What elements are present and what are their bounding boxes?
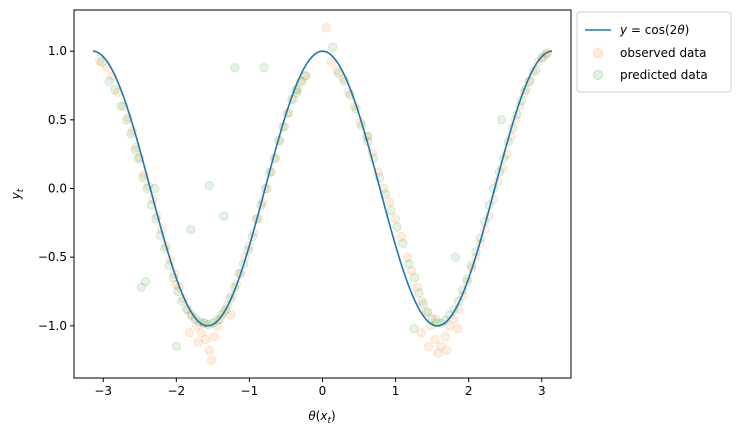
y-tick-label: 0.5 xyxy=(48,113,67,127)
observed-point xyxy=(301,71,312,81)
predicted-point xyxy=(116,101,126,111)
observed-point xyxy=(417,296,427,306)
observed-point xyxy=(430,334,440,345)
observed-point xyxy=(200,334,211,345)
x-tick-label: 3 xyxy=(538,384,546,398)
observed-point xyxy=(416,328,426,338)
predicted-point xyxy=(186,225,196,235)
predicted-point xyxy=(392,222,402,232)
predicted-point xyxy=(141,277,151,287)
y-axis: −1.0 −0.5 0.0 0.5 1.0 xyxy=(38,44,74,333)
predicted-point xyxy=(219,211,229,221)
observed-point xyxy=(433,348,443,358)
observed-point xyxy=(204,345,214,356)
observed-point xyxy=(184,328,195,338)
x-tick-label: −3 xyxy=(94,384,112,398)
observed-point xyxy=(440,332,450,342)
legend-predicted-swatch xyxy=(593,70,603,80)
observed-point xyxy=(538,52,548,62)
observed-point xyxy=(321,23,331,33)
predicted-point xyxy=(427,314,437,324)
predicted-point xyxy=(328,42,338,52)
predicted-point xyxy=(97,57,107,67)
observed-point xyxy=(445,321,455,331)
observed-point xyxy=(423,341,434,352)
legend-observed-swatch xyxy=(593,48,603,58)
observed-point xyxy=(407,266,417,276)
observed-point xyxy=(385,197,395,207)
observed-point xyxy=(192,321,202,331)
observed-point xyxy=(431,314,441,324)
predicted-point xyxy=(450,252,461,262)
predicted-point xyxy=(136,282,146,292)
x-axis: −3 −2 −1 0 1 2 3 xyxy=(94,378,546,398)
predicted-point xyxy=(230,63,240,73)
predicted-point xyxy=(496,115,507,125)
observed-point xyxy=(436,341,446,352)
predicted-point xyxy=(409,323,419,334)
predicted-point xyxy=(398,238,408,249)
predicted-point xyxy=(104,76,114,87)
predicted-point xyxy=(386,205,396,216)
observed-point xyxy=(453,323,463,334)
predicted-point xyxy=(138,172,148,183)
legend-box xyxy=(576,11,732,93)
y-tick-label: −0.5 xyxy=(38,250,67,264)
observed-point xyxy=(209,332,219,342)
x-tick-label: 0 xyxy=(319,384,327,398)
observed-point xyxy=(421,307,431,317)
y-tick-label: 1.0 xyxy=(48,44,67,58)
legend: y = cos(2θ) observed data predicted data xyxy=(576,11,732,93)
predicted-point xyxy=(404,259,414,269)
y-tick-label: −1.0 xyxy=(38,319,67,333)
predicted-point xyxy=(259,63,269,73)
observed-point xyxy=(390,214,401,224)
predicted-point xyxy=(171,341,181,352)
observed-point xyxy=(206,355,217,365)
plot-content xyxy=(92,23,553,365)
observed-point xyxy=(402,252,412,262)
x-tick-label: 1 xyxy=(392,384,400,398)
model-line xyxy=(92,50,553,327)
predicted-point xyxy=(423,307,433,317)
x-tick-label: −2 xyxy=(167,384,185,398)
legend-label-predicted: predicted data xyxy=(620,68,708,82)
observed-point xyxy=(226,310,236,320)
predicted-point xyxy=(418,299,428,309)
predicted-point xyxy=(409,273,420,283)
y-tick-label: 0.0 xyxy=(48,182,67,196)
legend-label-observed: observed data xyxy=(620,46,706,60)
observed-point xyxy=(396,231,407,242)
predicted-point xyxy=(204,181,214,191)
predicted-point xyxy=(110,85,120,95)
observed-point xyxy=(187,311,198,321)
observed-point xyxy=(196,328,206,338)
legend-label-model: y = cos(2θ) xyxy=(619,23,689,37)
observed-point xyxy=(442,345,452,356)
observed-point xyxy=(326,57,336,67)
y-axis-label: yt xyxy=(9,188,26,200)
observed-point xyxy=(94,56,105,66)
x-tick-label: −1 xyxy=(241,384,259,398)
predicted-point xyxy=(440,315,450,325)
x-tick-label: 2 xyxy=(465,384,473,398)
observed-point xyxy=(412,282,423,292)
predicted-point xyxy=(414,288,424,298)
observed-point xyxy=(193,337,203,347)
